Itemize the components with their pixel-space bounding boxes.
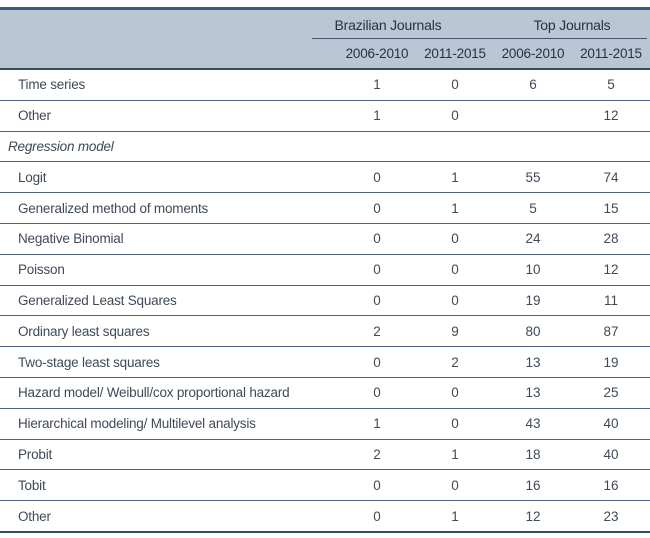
column-header-brazilian-2006-2010: 2006-2010	[345, 46, 409, 61]
column-header-top-2011-2015: 2011-2015	[580, 46, 642, 61]
cell-value: 10	[525, 262, 541, 278]
table-row: Generalized Least Squares 0 0 19 11	[0, 286, 650, 317]
cell-value: 0	[373, 200, 381, 216]
cell-value: 0	[451, 477, 459, 493]
group-header-underline	[312, 38, 647, 39]
cell-value: 0	[451, 292, 459, 308]
cell-value: 13	[525, 354, 541, 370]
row-label: Tobit	[18, 477, 46, 493]
cell-value: 16	[603, 477, 619, 493]
table-body: Time series 1 0 6 5 Other 1 0 12 Regress…	[0, 70, 650, 533]
cell-value: 0	[373, 354, 381, 370]
table-row: Negative Binomial 0 0 24 28	[0, 224, 650, 255]
table-row: Ordinary least squares 2 9 80 87	[0, 316, 650, 348]
table-row: Time series 1 0 6 5	[0, 70, 650, 101]
cell-value: 43	[525, 416, 541, 432]
table-row: Other 0 1 12 23	[0, 501, 650, 531]
cell-value: 2	[373, 446, 381, 462]
row-label: Generalized method of moments	[18, 200, 209, 216]
cell-value: 19	[603, 354, 619, 370]
cell-value: 12	[603, 262, 619, 278]
column-header-top-2006-2010: 2006-2010	[501, 46, 565, 61]
cell-value: 5	[529, 200, 537, 216]
group-header-brazilian-journals: Brazilian Journals	[334, 16, 442, 33]
cell-value: 2	[451, 354, 459, 370]
cell-value: 1	[373, 108, 381, 124]
cell-value: 40	[603, 446, 619, 462]
cell-value: 0	[451, 108, 459, 124]
cell-value: 0	[451, 77, 459, 93]
table-row: Probit 2 1 18 40	[0, 440, 650, 471]
cell-value: 80	[525, 323, 541, 339]
cell-value: 6	[529, 77, 537, 93]
cell-value: 16	[525, 477, 541, 493]
cell-value: 0	[373, 262, 381, 278]
cell-value: 0	[451, 262, 459, 278]
table-section-row: Regression model	[0, 132, 650, 163]
cell-value: 13	[525, 385, 541, 401]
table-row: Other 1 0 12	[0, 101, 650, 132]
cell-value: 1	[451, 446, 459, 462]
table-row: Two-stage least squares 0 2 13 19	[0, 347, 650, 378]
row-label: Other	[18, 108, 51, 124]
cell-value: 1	[451, 169, 459, 185]
cell-value: 40	[603, 416, 619, 432]
group-header-top-journals: Top Journals	[533, 16, 611, 33]
table-row: Generalized method of moments 0 1 5 15	[0, 193, 650, 224]
column-header-brazilian-2011-2015: 2011-2015	[424, 46, 486, 61]
row-label: Poisson	[18, 262, 65, 278]
cell-value: 12	[603, 108, 619, 124]
row-label: Hierarchical modeling/ Multilevel analys…	[18, 416, 256, 432]
row-label: Probit	[18, 446, 53, 462]
cell-value: 1	[373, 416, 381, 432]
cell-value: 0	[373, 231, 381, 247]
cell-value: 24	[525, 231, 541, 247]
table-row: Tobit 0 0 16 16	[0, 470, 650, 502]
cell-value: 25	[603, 385, 619, 401]
sub-header-row: 2006-2010 2011-2015 2006-2010 2011-2015	[0, 39, 650, 68]
cell-value: 19	[525, 292, 541, 308]
group-header-row: Brazilian Journals Top Journals	[0, 10, 650, 39]
row-label: Logit	[18, 169, 47, 185]
methods-table: Brazilian Journals Top Journals 2006-201…	[0, 7, 650, 533]
cell-value: 15	[603, 200, 619, 216]
cell-value: 0	[373, 508, 381, 524]
cell-value: 12	[525, 508, 541, 524]
table-row: Hazard model/ Weibull/cox proportional h…	[0, 378, 650, 409]
table-row: Logit 0 1 55 74	[0, 162, 650, 194]
row-label: Other	[18, 508, 51, 524]
cell-value: 11	[603, 292, 618, 308]
table-row: Poisson 0 0 10 12	[0, 255, 650, 286]
cell-value: 55	[525, 169, 541, 185]
cell-value: 0	[451, 385, 459, 401]
cell-value: 23	[603, 508, 619, 524]
cell-value: 9	[451, 323, 459, 339]
cell-value: 74	[603, 169, 619, 185]
cell-value: 0	[451, 231, 459, 247]
cell-value: 0	[373, 169, 381, 185]
cell-value: 1	[451, 200, 459, 216]
cell-value: 18	[525, 446, 541, 462]
cell-value: 0	[373, 385, 381, 401]
row-label: Two-stage least squares	[18, 354, 160, 370]
row-label: Hazard model/ Weibull/cox proportional h…	[18, 385, 290, 401]
cell-value: 5	[607, 77, 615, 93]
cell-value: 1	[451, 508, 459, 524]
row-label: Generalized Least Squares	[18, 292, 177, 308]
table-row: Hierarchical modeling/ Multilevel analys…	[0, 409, 650, 440]
cell-value: 1	[373, 77, 381, 93]
row-label: Time series	[18, 77, 86, 93]
table-header: Brazilian Journals Top Journals 2006-201…	[0, 7, 650, 70]
cell-value: 0	[451, 416, 459, 432]
cell-value: 2	[373, 323, 381, 339]
cell-value: 87	[603, 323, 619, 339]
cell-value: 28	[603, 231, 619, 247]
cell-value: 0	[373, 292, 381, 308]
row-label: Regression model	[8, 138, 114, 154]
row-label: Negative Binomial	[18, 231, 124, 247]
row-label: Ordinary least squares	[18, 323, 150, 339]
cell-value: 0	[373, 477, 381, 493]
